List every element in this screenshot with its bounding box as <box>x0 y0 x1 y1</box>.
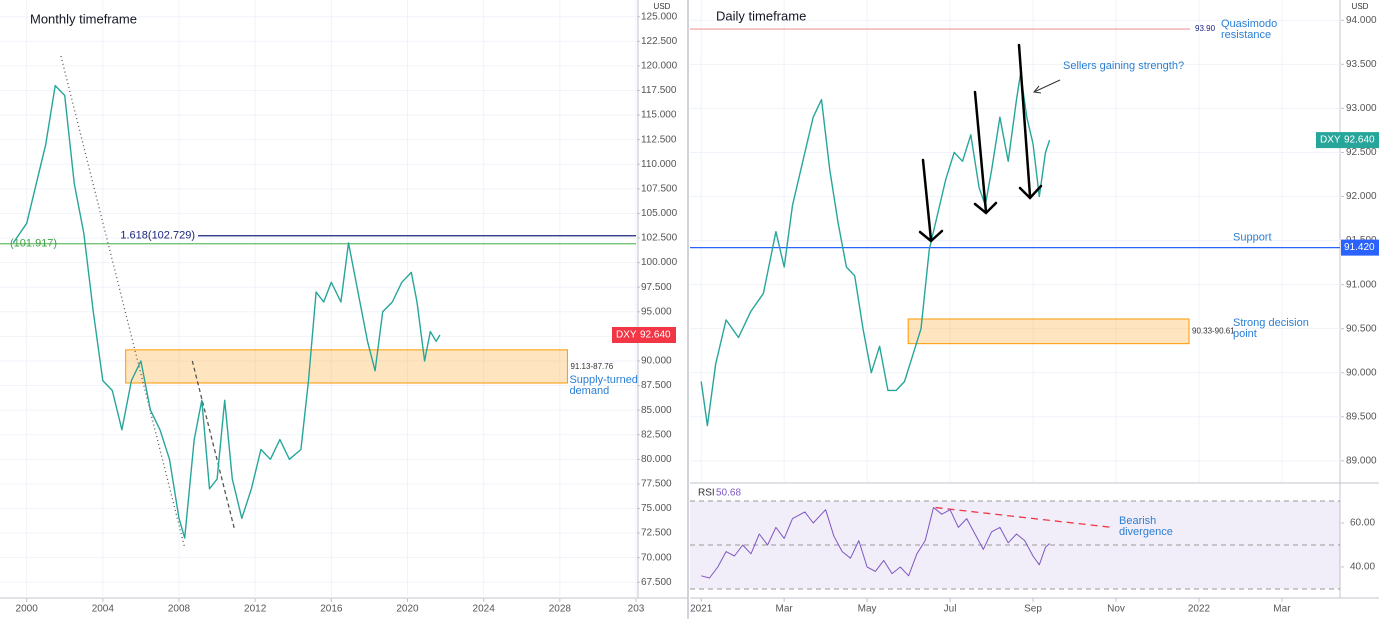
arrows <box>918 43 1043 243</box>
y-tick-label: 89.000 <box>1346 455 1377 466</box>
x-tick-label: 2016 <box>320 604 343 615</box>
x-tick-label: 2020 <box>396 604 419 615</box>
trendline <box>60 55 186 548</box>
y-tick-label: 97.500 <box>641 282 672 293</box>
y-tick-label: 90.000 <box>1346 367 1377 378</box>
x-tick-label: 2008 <box>168 604 191 615</box>
last-tag-name: DXY <box>616 330 637 341</box>
arrow <box>1017 43 1043 200</box>
x-tick-label: 2024 <box>473 604 496 615</box>
trendline <box>935 506 1112 529</box>
x-tick-label: 2004 <box>92 604 115 615</box>
annotation: divergence <box>1119 526 1173 538</box>
y-tick-label: 75.000 <box>641 503 672 514</box>
pointer-arrow <box>1033 79 1061 94</box>
x-tick-label: Mar <box>1273 604 1291 615</box>
trendline <box>191 360 235 529</box>
arrow <box>973 90 998 215</box>
level-label: 93.90 <box>1195 24 1216 33</box>
x-tick-label: Jul <box>944 604 957 615</box>
y-tick-label: 72.500 <box>641 528 672 539</box>
y-tick-label: 102.500 <box>641 233 678 244</box>
rsi-value: 50.68 <box>716 488 741 499</box>
annotation: Bearish <box>1119 515 1156 527</box>
y-tick-label: 70.000 <box>641 552 672 563</box>
last-tag <box>612 326 676 343</box>
y-tick-label: 105.000 <box>641 208 678 219</box>
x-tick-label: 2012 <box>244 604 267 615</box>
zone-note: demand <box>569 385 609 397</box>
arrow <box>918 158 944 243</box>
axis-tag <box>1341 239 1379 256</box>
zone-note: Strong decision <box>1233 317 1309 329</box>
y-tick-label: 92.500 <box>1346 147 1377 158</box>
last-tag-value: 92.640 <box>640 330 671 341</box>
y-tick-label: 100.000 <box>641 257 678 268</box>
y-tick-label: 107.500 <box>641 183 678 194</box>
annotation: Sellers gaining strength? <box>1063 60 1184 72</box>
x-tick-label: Mar <box>776 604 794 615</box>
x-tick-label: May <box>858 604 877 615</box>
zone <box>907 318 1190 345</box>
rsi-label: RSI <box>698 488 715 499</box>
x-tick-label: 2028 <box>549 604 572 615</box>
y-tick-label: 89.500 <box>1346 411 1377 422</box>
y-tick-label: 67.500 <box>641 577 672 588</box>
y-tick-label: 90.500 <box>1346 323 1377 334</box>
price-line <box>701 507 1050 579</box>
zone-label: 90.33-90.61 <box>1192 326 1235 335</box>
zone-note: point <box>1233 328 1257 340</box>
y-tick-label: 94.000 <box>1346 15 1377 26</box>
y-tick-label: 85.000 <box>641 405 672 416</box>
y-tick-label: 110.000 <box>641 159 677 170</box>
x-tick-label: 203 <box>628 604 645 615</box>
x-tick-label: 2022 <box>1188 604 1211 615</box>
level-note: Quasimodo <box>1221 18 1277 30</box>
y-tick-label: 90.000 <box>641 356 672 367</box>
unit-label: USD <box>654 2 671 11</box>
level-label: (101.917) <box>10 238 57 250</box>
y-tick-label: 117.500 <box>641 85 677 96</box>
x-tick-label: Nov <box>1107 604 1125 615</box>
y-tick-label: 125.000 <box>641 11 678 22</box>
y-tick-label: 91.000 <box>1346 279 1377 290</box>
y-tick-label: 77.500 <box>641 479 672 490</box>
y-tick-label: 93.500 <box>1346 59 1377 70</box>
chart-title: Monthly timeframe <box>30 11 137 26</box>
last-tag-value: 92.640 <box>1344 135 1375 146</box>
last-tag <box>1316 132 1379 149</box>
price-line <box>700 72 1051 427</box>
level-note: resistance <box>1221 29 1271 41</box>
y-tick-label: 95.000 <box>641 306 672 317</box>
x-tick-label: Sep <box>1024 604 1042 615</box>
unit-label: USD <box>1352 2 1369 11</box>
y-tick-label: 92.000 <box>1346 191 1377 202</box>
y-tick-label: 120.000 <box>641 61 678 72</box>
y-tick-label: 82.500 <box>641 429 672 440</box>
price-line <box>12 84 441 539</box>
level-label: 1.618(102.729) <box>120 230 195 242</box>
y-tick-label: 115.000 <box>641 110 677 121</box>
y-tick-label: 80.000 <box>641 454 672 465</box>
y-tick-label: 60.00 <box>1350 518 1375 529</box>
y-tick-label: 93.000 <box>1346 103 1377 114</box>
axis-tag-label: 91.420 <box>1344 242 1375 253</box>
zone-label: 91.13-87.76 <box>570 362 613 371</box>
zone-note: Supply-turned <box>569 374 638 386</box>
x-tick-label: 2021 <box>690 604 713 615</box>
y-tick-label: 112.500 <box>641 134 677 145</box>
y-tick-label: 87.500 <box>641 380 672 391</box>
chart-title: Daily timeframe <box>716 8 806 23</box>
y-tick-label: 40.00 <box>1350 562 1375 573</box>
zone <box>125 349 568 384</box>
x-tick-label: 2000 <box>16 604 39 615</box>
level-label: Support <box>1233 232 1272 244</box>
last-tag-name: DXY <box>1320 135 1341 146</box>
y-tick-label: 122.500 <box>641 36 678 47</box>
